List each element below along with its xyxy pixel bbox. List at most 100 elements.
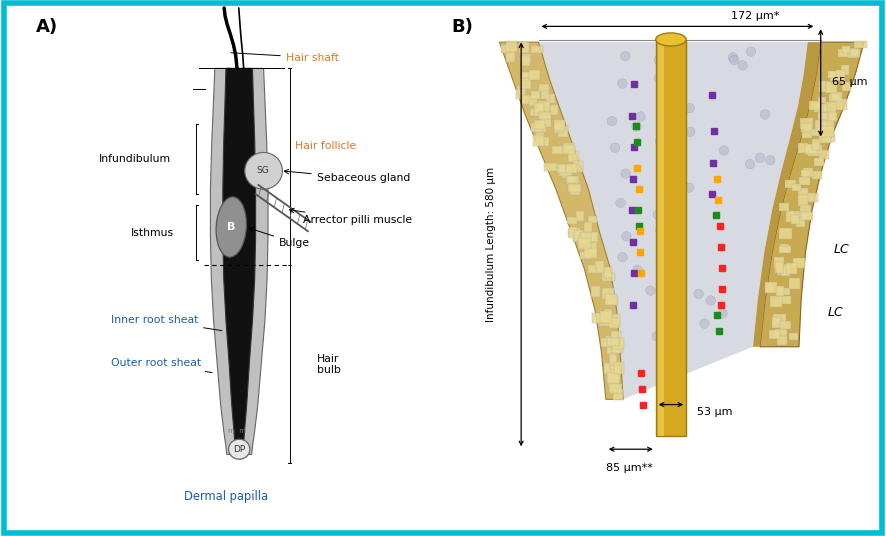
Ellipse shape — [694, 289, 703, 299]
Bar — [608, 372, 620, 379]
Bar — [779, 246, 790, 253]
Bar — [605, 294, 617, 304]
Bar — [798, 212, 811, 220]
Bar — [611, 366, 619, 376]
Bar — [777, 267, 789, 275]
Ellipse shape — [622, 232, 631, 241]
Bar — [804, 144, 817, 154]
Bar — [600, 311, 611, 323]
Bar — [558, 126, 568, 137]
Ellipse shape — [646, 286, 656, 295]
Ellipse shape — [653, 210, 663, 220]
Ellipse shape — [654, 55, 664, 65]
Bar — [656, 40, 686, 436]
Bar — [781, 265, 789, 276]
Ellipse shape — [665, 328, 675, 338]
Bar — [539, 112, 550, 119]
Bar — [595, 261, 604, 273]
Bar — [838, 49, 850, 57]
Bar — [563, 145, 575, 154]
Bar — [789, 278, 800, 289]
Ellipse shape — [216, 197, 246, 257]
Bar — [540, 116, 551, 127]
Bar — [801, 170, 810, 177]
Ellipse shape — [719, 146, 728, 155]
Bar — [573, 232, 584, 242]
Bar — [780, 296, 791, 304]
Bar — [567, 217, 577, 224]
Bar — [610, 384, 622, 393]
Bar — [611, 331, 621, 340]
Ellipse shape — [654, 73, 664, 83]
Bar — [774, 329, 787, 338]
Text: Arrector pilli muscle: Arrector pilli muscle — [290, 209, 413, 225]
Bar — [773, 257, 784, 269]
Bar — [555, 123, 563, 133]
Ellipse shape — [738, 61, 748, 70]
Bar — [790, 211, 801, 220]
Bar — [501, 44, 509, 53]
Ellipse shape — [616, 198, 626, 207]
Text: LC: LC — [828, 306, 843, 319]
Bar — [772, 317, 781, 329]
Bar — [568, 184, 580, 192]
Bar — [796, 218, 804, 227]
Ellipse shape — [760, 110, 770, 119]
Bar — [614, 362, 624, 374]
Bar — [506, 41, 517, 53]
Text: DP: DP — [233, 445, 245, 453]
Ellipse shape — [229, 439, 250, 459]
Ellipse shape — [673, 75, 683, 84]
Ellipse shape — [745, 159, 755, 169]
Bar — [812, 139, 820, 150]
Bar — [854, 41, 867, 48]
Bar — [789, 333, 798, 340]
Bar — [519, 42, 529, 53]
Bar — [597, 313, 608, 323]
Bar — [554, 121, 564, 131]
Bar — [814, 103, 827, 111]
Bar — [806, 145, 817, 155]
Bar — [774, 262, 783, 273]
Bar — [587, 232, 598, 242]
Ellipse shape — [686, 127, 695, 137]
Ellipse shape — [671, 245, 680, 255]
Bar — [804, 168, 813, 177]
Bar — [842, 46, 850, 54]
Bar — [773, 314, 786, 324]
Bar — [819, 150, 829, 159]
Ellipse shape — [766, 155, 775, 165]
Bar — [836, 70, 845, 81]
Bar — [835, 99, 848, 110]
Bar — [658, 40, 664, 436]
Ellipse shape — [607, 116, 617, 126]
Bar — [535, 124, 547, 132]
Bar — [824, 113, 835, 122]
Bar — [571, 176, 579, 184]
Bar — [613, 389, 623, 400]
Bar — [568, 176, 577, 183]
Text: Infundibulum: Infundibulum — [99, 154, 171, 164]
Bar — [611, 338, 624, 349]
Bar — [605, 336, 616, 347]
Text: Inner root sheat: Inner root sheat — [111, 315, 222, 331]
Text: LC: LC — [834, 243, 850, 256]
Bar — [799, 177, 810, 185]
Bar — [592, 313, 604, 323]
Bar — [779, 228, 791, 239]
Bar — [803, 131, 812, 138]
Text: Isthmus: Isthmus — [131, 228, 175, 237]
Ellipse shape — [620, 51, 630, 61]
Bar — [613, 344, 621, 351]
Bar — [812, 172, 822, 178]
Bar — [823, 134, 835, 142]
Bar — [591, 286, 601, 297]
Bar — [818, 96, 827, 103]
Bar — [522, 72, 534, 80]
Bar — [586, 233, 595, 242]
Ellipse shape — [700, 319, 710, 329]
Bar — [775, 286, 784, 296]
Bar — [566, 176, 575, 184]
Bar — [798, 143, 808, 153]
Ellipse shape — [685, 103, 695, 113]
